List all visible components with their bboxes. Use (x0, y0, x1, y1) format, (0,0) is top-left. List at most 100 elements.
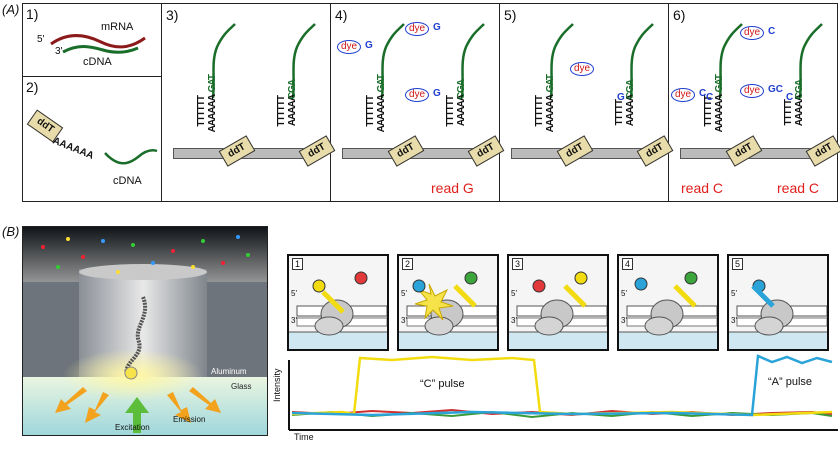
step-number: 2 (402, 258, 414, 270)
dye-label: dye (337, 40, 362, 54)
sequencing-step-box: 2 5' 3' (397, 254, 499, 351)
dye-label: dye (740, 84, 765, 98)
five-prime-marker: 5' (511, 289, 517, 298)
template-sequence: GAT (714, 75, 725, 93)
intensity-axis-label: Intensity (272, 368, 282, 402)
three-prime-label: 3' (55, 46, 63, 57)
trace-plot (288, 354, 838, 431)
intensity-trace: Intensity Time “C” pulse “A” pulse (272, 354, 838, 444)
polymerase-illustration (399, 271, 497, 349)
cdna-template-strand (629, 23, 654, 99)
sequencing-step-box: 3 5' 3' (507, 254, 609, 351)
template-sequence: CGA (287, 80, 298, 100)
poly-t-primer: TTTTTT (445, 96, 456, 127)
template-sequence: GAT (207, 75, 218, 93)
poly-t-primer: TTTTTT (534, 96, 545, 127)
glass-label: Glass (231, 382, 252, 391)
three-prime-marker: 3' (621, 316, 627, 325)
step-number: 3 (512, 258, 524, 270)
poly-a-template: AAAAAA (714, 95, 725, 133)
poly-t-primer: TTTTTT (276, 96, 287, 127)
five-prime-marker: 5' (401, 289, 407, 298)
excitation-label: Excitation (115, 423, 150, 432)
poly-a-template: AAAAAA (376, 95, 387, 133)
emission-label: Emission (173, 415, 206, 424)
dye-label: dye (570, 62, 595, 76)
dye-nucleotide-base: G (433, 22, 441, 33)
polymerase-illustration (289, 271, 387, 349)
poly-t-primer: TTTTTT (196, 96, 207, 127)
incorporated-g: G (617, 92, 625, 103)
three-prime-marker: 3' (731, 316, 737, 325)
five-prime-marker: 5' (731, 289, 737, 298)
three-prime-marker: 3' (401, 316, 407, 325)
template-sequence: GAT (545, 75, 556, 93)
five-prime-marker: 5' (621, 289, 627, 298)
template-sequence: GAT (376, 75, 387, 93)
poly-a-template: AAAAA (456, 95, 467, 127)
cdna-template-strand (798, 23, 823, 99)
read-c-label-2: read C (777, 180, 820, 196)
read-g-label: read G (431, 180, 474, 196)
step-number: 5 (732, 258, 744, 270)
dye-nucleotide-base: C (768, 26, 776, 37)
panel-a-label: (A) (2, 2, 20, 17)
dye-label: dye (405, 22, 430, 36)
poly-t-primer: TTTTT (614, 100, 625, 126)
polymerase-illustration (509, 271, 607, 349)
polymerase-illustration (729, 279, 827, 349)
dye-nucleotide-base: G (433, 88, 441, 99)
panel-b-label: (B) (2, 224, 20, 239)
dye-nucleotide-base: GC (768, 84, 783, 95)
step6-box: 6) read C read C (668, 3, 838, 202)
sequencing-step-box: 5 5' 3' (727, 254, 829, 351)
polymerase-illustration (619, 271, 717, 349)
dye-label: dye (671, 88, 696, 102)
three-prime-marker: 3' (511, 316, 517, 325)
aluminum-label: Aluminum (211, 367, 247, 376)
incorporated-c: C (786, 92, 794, 103)
dye-nucleotide-base: C (699, 88, 707, 99)
step4-number: 4) (335, 7, 348, 23)
cdna-template-strand (460, 23, 485, 99)
poly-a-template: AAAAA (287, 95, 298, 127)
sequencing-step-box: 4 5' 3' (617, 254, 719, 351)
step6-number: 6) (673, 7, 686, 23)
step-number: 1 (292, 258, 304, 270)
a-pulse-label: “A” pulse (768, 376, 813, 388)
five-prime-label: 5' (37, 34, 45, 45)
poly-a-template: AAAAAA (545, 95, 556, 133)
c-pulse-label: “C” pulse (420, 378, 465, 390)
step2-box: 2) ddT AAAAAA cDNA (22, 76, 162, 202)
template-sequence: CGA (625, 80, 636, 100)
cdna-template-strand (549, 23, 574, 99)
step1-box: 1) mRNA 5' 3' cDNA (22, 3, 162, 77)
incorporated-c: C (706, 92, 714, 103)
cdna-template-strand (718, 23, 743, 99)
step2-number: 2) (26, 79, 39, 95)
poly-t-primer: TTTTT (783, 100, 794, 126)
cdna-strand (104, 149, 158, 165)
poly-a-template: AAAAAA (207, 95, 218, 133)
poly-t-primer: TTTTTT (365, 96, 376, 127)
dye-label: dye (405, 88, 430, 102)
dye-label: dye (740, 26, 765, 40)
three-prime-marker: 3' (291, 316, 297, 325)
poly-a-template: AAAAA (794, 95, 805, 127)
mrna-label: mRNA (101, 21, 134, 33)
sequencing-step-box: 1 5' 3' (287, 254, 389, 351)
cdna-template-strand (291, 23, 316, 99)
read-c-label-1: read C (681, 180, 724, 196)
time-axis-label: Time (294, 432, 314, 442)
template-sequence: CGA (794, 80, 805, 100)
zmw-well-graphic (23, 227, 267, 435)
template-sequence: CGA (456, 80, 467, 100)
step1-number: 1) (26, 6, 39, 22)
cdna-template-strand (211, 23, 236, 99)
five-prime-marker: 5' (291, 289, 297, 298)
cdna-label-2: cDNA (113, 175, 142, 187)
step5-number: 5) (504, 7, 517, 23)
dye-nucleotide-base: G (365, 40, 373, 51)
cdna-label: cDNA (83, 56, 112, 68)
poly-a-template: AAAAA (625, 95, 636, 127)
